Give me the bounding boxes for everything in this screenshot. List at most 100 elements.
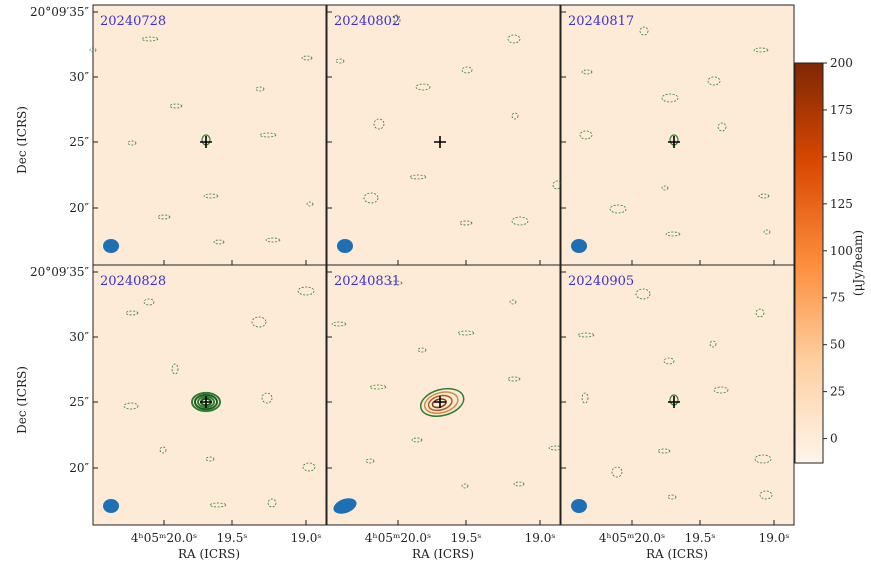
- noise-contour: [203, 193, 219, 199]
- source-cross: [434, 396, 446, 408]
- source-cross: [200, 396, 212, 408]
- noise-contour: [259, 132, 277, 138]
- panel-label: 20240817: [568, 14, 634, 29]
- dec-tick-label: 25″: [69, 135, 89, 149]
- noise-contour: [657, 448, 671, 454]
- dec-tick-label: 20°09′35″: [30, 5, 90, 19]
- noise-contour: [306, 201, 314, 207]
- source-cross: [668, 136, 680, 148]
- panel-label: 20240831: [334, 274, 400, 289]
- x-axis-label: RA (ICRS): [412, 547, 474, 561]
- panel-label: 20240728: [100, 14, 166, 29]
- noise-contour: [461, 483, 469, 489]
- ra-tick-label: 4ʰ05ᵐ20.0ˢ: [599, 531, 665, 545]
- noise-contour: [663, 357, 675, 365]
- y-axis-label: Dec (ICRS): [15, 366, 29, 434]
- noise-contour: [205, 456, 215, 462]
- colorbar-tick-label: 100: [830, 244, 853, 258]
- noise-contour: [255, 86, 265, 92]
- source-contour: [191, 391, 221, 413]
- panel-label: 20240828: [100, 274, 166, 289]
- ra-tick-label: 19.5ˢ: [217, 531, 248, 545]
- noise-contour: [417, 347, 427, 353]
- noise-contour: [457, 330, 475, 336]
- noise-contour: [373, 118, 385, 130]
- beam: [571, 239, 587, 253]
- colorbar-tick-label: 75: [830, 291, 845, 305]
- noise-contour: [393, 14, 401, 26]
- ra-tick-label: 19.0ˢ: [291, 531, 322, 545]
- noise-contour: [713, 386, 729, 394]
- noise-contour: [461, 66, 473, 74]
- noise-contour: [665, 231, 681, 237]
- noise-contour: [143, 298, 155, 306]
- colorbar-tick-label: 125: [830, 197, 853, 211]
- noise-contour: [127, 140, 137, 146]
- noise-contour: [389, 280, 403, 286]
- dec-tick-label: 20°09′35″: [30, 265, 90, 279]
- source-contour: [194, 393, 218, 411]
- noise-contour: [459, 220, 473, 226]
- noise-contour: [125, 310, 139, 316]
- noise-contour: [159, 446, 167, 454]
- source-contour: [423, 391, 459, 415]
- panel-label: 20240905: [568, 274, 634, 289]
- beam: [571, 499, 587, 513]
- noise-contour: [123, 402, 139, 410]
- noise-contour: [157, 214, 171, 220]
- noise-contour: [267, 498, 277, 508]
- source-cross: [434, 136, 446, 148]
- noise-contour: [707, 76, 721, 86]
- colorbar-label: (μJy/beam): [851, 230, 865, 296]
- noise-contour: [581, 392, 589, 404]
- noise-contour: [755, 308, 765, 318]
- beam: [333, 498, 357, 514]
- noise-contour: [667, 494, 677, 500]
- noise-contour: [369, 384, 387, 390]
- ra-tick-label: 19.0ˢ: [759, 531, 790, 545]
- colorbar-tick-label: 175: [830, 103, 853, 117]
- noise-contour: [759, 490, 773, 500]
- source-cross: [668, 396, 680, 408]
- noise-contour: [717, 122, 727, 132]
- noise-contour: [331, 321, 347, 327]
- colorbar-tick-label: 50: [830, 338, 845, 352]
- y-axis-label: Dec (ICRS): [15, 106, 29, 174]
- noise-contour: [409, 174, 427, 180]
- dec-tick-label: 30″: [69, 70, 89, 84]
- beam: [103, 499, 119, 513]
- source-contour: [419, 387, 465, 417]
- colorbar-tick-label: 25: [830, 385, 845, 399]
- noise-contour: [661, 185, 669, 191]
- noise-contour: [261, 392, 273, 404]
- ra-tick-label: 19.0ˢ: [525, 531, 556, 545]
- dec-tick-label: 25″: [69, 395, 89, 409]
- noise-contour: [415, 83, 431, 91]
- ra-tick-label: 19.5ˢ: [685, 531, 716, 545]
- noise-contour: [577, 332, 595, 338]
- noise-contour: [335, 58, 345, 64]
- noise-contour: [609, 204, 627, 214]
- noise-contour: [635, 288, 651, 300]
- noise-contour: [365, 458, 375, 464]
- noise-contour: [251, 316, 267, 328]
- noise-contour: [411, 437, 423, 443]
- noise-contour: [209, 502, 227, 508]
- colorbar: [794, 62, 824, 464]
- colorbar-tick-label: 0: [830, 432, 838, 446]
- ra-tick-label: 4ʰ05ᵐ20.0ˢ: [131, 531, 197, 545]
- noise-contour: [507, 34, 521, 44]
- noise-contour: [171, 363, 179, 375]
- panel-background: [560, 4, 795, 266]
- noise-contour: [141, 36, 159, 42]
- noise-contour: [297, 286, 315, 296]
- panel-background: [92, 4, 327, 266]
- noise-contour: [753, 47, 769, 53]
- beam: [103, 239, 119, 253]
- noise-contour: [639, 26, 649, 36]
- noise-contour: [507, 376, 521, 382]
- panel-background: [326, 4, 561, 266]
- noise-contour: [579, 130, 593, 140]
- colorbar-tick-label: 200: [830, 56, 853, 70]
